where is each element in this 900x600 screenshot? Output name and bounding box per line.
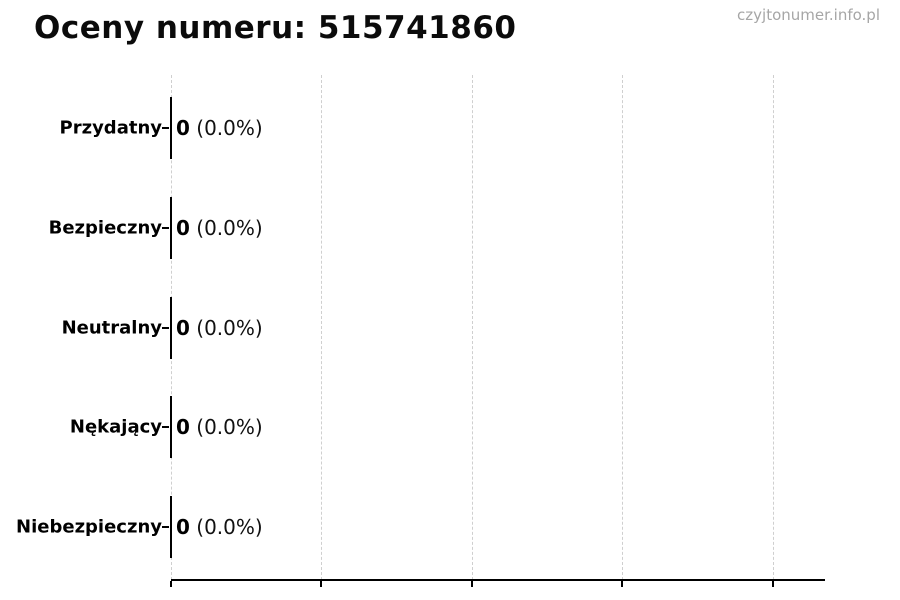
y-tick	[162, 327, 169, 329]
value-label: 0 (0.0%)	[176, 515, 263, 539]
value-label: 0 (0.0%)	[176, 415, 263, 439]
category-label: Nękający	[69, 416, 162, 438]
value-percent: (0.0%)	[189, 116, 263, 140]
x-axis-tick	[320, 581, 322, 587]
value-percent: (0.0%)	[189, 515, 263, 539]
zero-value-bar	[170, 396, 172, 458]
x-axis-tick	[621, 581, 623, 587]
value-number: 0	[176, 316, 190, 340]
category-label: Niebezpieczny	[16, 516, 162, 538]
value-number: 0	[176, 415, 190, 439]
value-number: 0	[176, 116, 190, 140]
value-number: 0	[176, 515, 190, 539]
category-label: Neutralny	[61, 317, 162, 339]
category-label: Bezpieczny	[48, 217, 162, 239]
gridline	[472, 75, 473, 580]
gridline	[773, 75, 774, 580]
x-axis	[171, 579, 825, 581]
value-number: 0	[176, 216, 190, 240]
value-percent: (0.0%)	[189, 216, 263, 240]
watermark-link[interactable]: czyjtonumer.info.pl	[737, 6, 880, 24]
page-title: Oceny numeru: 515741860	[34, 10, 517, 46]
y-tick	[162, 227, 169, 229]
y-tick	[162, 426, 169, 428]
category-label: Przydatny	[59, 117, 162, 139]
x-axis-tick	[471, 581, 473, 587]
x-axis-tick	[170, 581, 172, 587]
gridline	[321, 75, 322, 580]
zero-value-bar	[170, 496, 172, 558]
value-label: 0 (0.0%)	[176, 316, 263, 340]
zero-value-bar	[170, 197, 172, 259]
y-tick	[162, 127, 169, 129]
y-tick	[162, 526, 169, 528]
zero-value-bar	[170, 97, 172, 159]
value-percent: (0.0%)	[189, 316, 263, 340]
value-label: 0 (0.0%)	[176, 116, 263, 140]
value-percent: (0.0%)	[189, 415, 263, 439]
x-axis-tick	[772, 581, 774, 587]
value-label: 0 (0.0%)	[176, 216, 263, 240]
zero-value-bar	[170, 297, 172, 359]
gridline	[622, 75, 623, 580]
